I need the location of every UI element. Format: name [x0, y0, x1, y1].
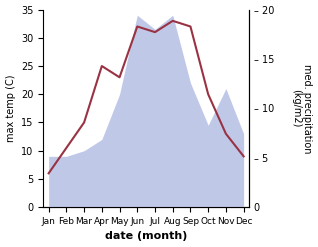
X-axis label: date (month): date (month): [105, 231, 187, 242]
Y-axis label: max temp (C): max temp (C): [5, 75, 16, 142]
Y-axis label: med. precipitation
(kg/m2): med. precipitation (kg/m2): [291, 64, 313, 153]
